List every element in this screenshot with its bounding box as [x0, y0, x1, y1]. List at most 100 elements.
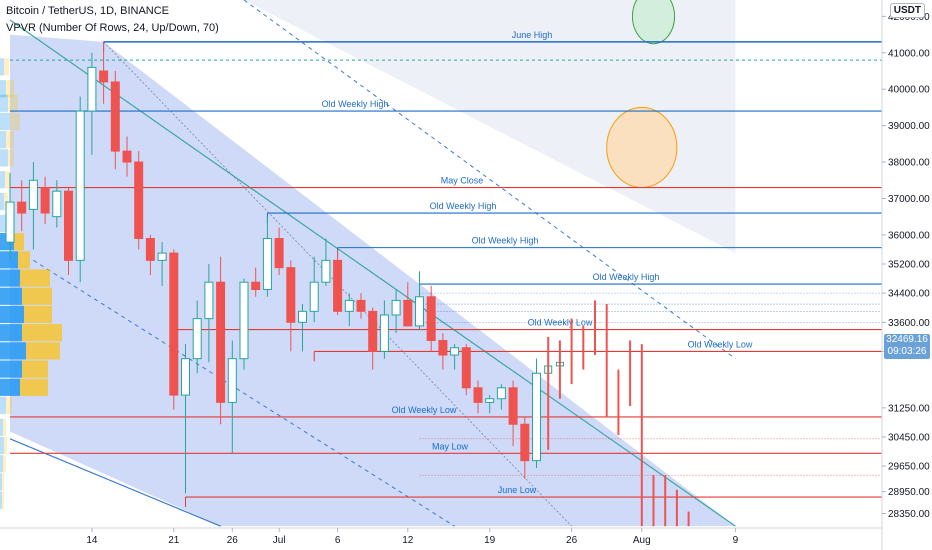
candle-up	[485, 398, 495, 403]
vpvr-up-bar	[0, 214, 6, 233]
vpvr-up-bar	[0, 131, 6, 149]
y-tick-label: 35200.00	[888, 260, 930, 271]
x-tick-label: 26	[566, 535, 578, 546]
vpvr-down-bar	[6, 80, 14, 98]
vpvr-up-bar	[0, 378, 20, 396]
vpvr-down-bar	[14, 233, 24, 251]
level-label: Old Weekly Low	[392, 405, 457, 415]
level-label: May Close	[441, 176, 484, 186]
level-label: June Low	[498, 485, 537, 495]
vpvr-up-bar	[0, 360, 22, 378]
x-tick-label: 9	[733, 535, 739, 546]
vpvr-up-bar	[0, 58, 4, 76]
vpvr-up-bar	[0, 436, 4, 455]
candle-up	[181, 358, 190, 396]
candle-up	[87, 66, 97, 112]
vpvr-down-bar	[24, 305, 52, 324]
vpvr-down-bar	[22, 287, 52, 305]
level-label: Old Weekly High	[430, 201, 497, 211]
candle-up	[52, 190, 62, 218]
bar-countdown: 09:03:26	[887, 346, 927, 357]
y-tick-label: 31250.00	[888, 403, 930, 414]
candle-down	[426, 296, 436, 341]
y-tick-label: 33600.00	[888, 318, 930, 329]
y-tick-label: 28350.00	[888, 509, 930, 520]
vpvr-up-bar	[0, 342, 26, 360]
vpvr-up-bar	[0, 455, 3, 473]
candle-up	[532, 372, 541, 462]
chart-title: Bitcoin / TetherUS, 1D, BINANCE	[6, 5, 170, 17]
y-tick-label: 30450.00	[888, 432, 930, 443]
vpvr-up-bar	[0, 171, 5, 189]
x-tick-label: 6	[335, 535, 341, 546]
candle-down	[169, 252, 179, 396]
vpvr-up-bar	[0, 396, 6, 415]
candles	[5, 41, 690, 527]
candle-down	[216, 281, 226, 403]
vpvr-up-bar	[0, 418, 3, 436]
candle-up	[204, 281, 214, 320]
channel-lower-dashed	[33, 259, 455, 527]
vpvr-down-bar	[3, 455, 6, 473]
vpvr-down-bar	[10, 112, 20, 131]
vpvr-up-bar	[0, 112, 10, 131]
candle-up	[391, 299, 401, 316]
y-tick-label: 37000.00	[888, 194, 930, 205]
y-tick-label: 34400.00	[888, 289, 930, 300]
candle-down	[438, 339, 448, 356]
upper-zone-fill	[244, 0, 736, 254]
candle-up	[450, 347, 460, 356]
candle-down	[251, 281, 261, 290]
vpvr-up-bar	[0, 473, 2, 491]
x-tick-label: 19	[484, 535, 496, 546]
vpvr-down-bar	[2, 473, 4, 491]
y-tick-label: 28950.00	[888, 487, 930, 498]
candle-down	[403, 299, 413, 327]
vpvr-up-bar	[0, 192, 4, 211]
vpvr-down-bar	[2, 491, 4, 509]
y-tick-label: 36000.00	[888, 230, 930, 241]
candle-down	[122, 150, 132, 163]
last-price-tag: 32469.16 09:03:26	[884, 334, 930, 359]
channel-upper-dashed	[243, 0, 736, 360]
vpvr-down-bar	[8, 94, 18, 112]
candle-up	[321, 259, 331, 283]
vpvr-down-bar	[6, 131, 14, 149]
y-tick-label: 38000.00	[888, 158, 930, 169]
vpvr-down-bar	[26, 342, 60, 360]
candle-down	[286, 267, 296, 323]
x-tick-label: Jul	[273, 535, 286, 546]
vpvr-up-bar	[0, 80, 6, 98]
orange-target-circle	[606, 106, 678, 189]
vpvr-up-bar	[0, 491, 2, 509]
vpvr-up-bar	[0, 269, 20, 287]
channel-fill	[10, 34, 736, 527]
level-label: Old Weekly Low	[528, 318, 593, 328]
level-label: June High	[512, 30, 553, 40]
currency-badge[interactable]: USDT	[889, 3, 925, 18]
vpvr-down-bar	[4, 192, 8, 211]
vpvr-down-bar	[22, 360, 48, 378]
candle-up	[415, 296, 424, 327]
candle-up	[239, 281, 249, 360]
vpvr-up-bar	[0, 149, 8, 167]
level-label: Old Weekly Low	[688, 339, 753, 349]
x-tick-label: 12	[402, 535, 414, 546]
candle-down	[461, 347, 471, 389]
vpvr-up-bar	[0, 287, 22, 305]
candle-down	[333, 259, 343, 312]
candle-down	[134, 161, 144, 240]
candle-up	[192, 318, 202, 360]
vpvr-down-bar	[6, 396, 12, 415]
candle-up	[496, 387, 506, 400]
candle-down	[473, 387, 483, 403]
candle-down	[368, 310, 378, 352]
vpvr-up-bar	[0, 251, 18, 269]
level-label: Old Weekly High	[472, 236, 539, 246]
descending-channel	[9, 0, 736, 527]
candle-up	[28, 179, 38, 210]
channel-top-line	[9, 19, 736, 527]
vpvr-down-bar	[20, 269, 50, 287]
candle-down	[520, 423, 530, 462]
